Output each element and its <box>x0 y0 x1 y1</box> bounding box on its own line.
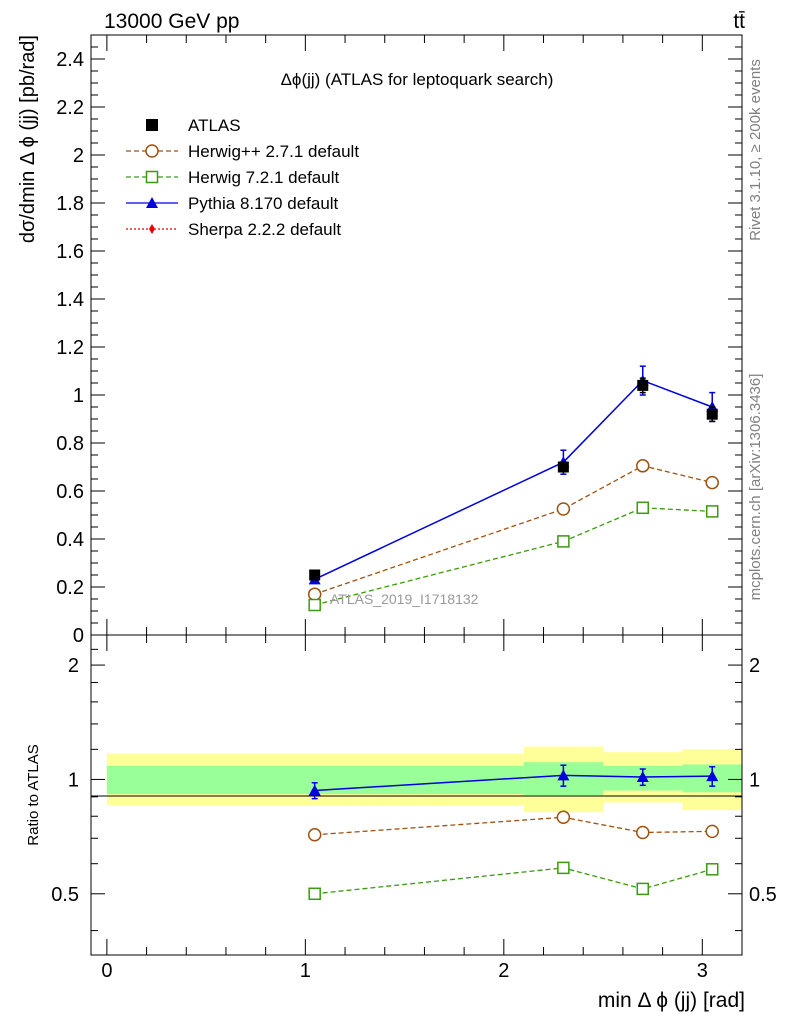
ratio-point-pythia <box>706 770 719 782</box>
line-herwigpp <box>314 465 713 595</box>
main-y-tick-label: 2.2 <box>56 97 84 119</box>
main-y-tick-label: 0 <box>73 625 84 647</box>
legend-label-pythia: Pythia 8.170 default <box>188 194 339 213</box>
ratio-point-herwigpp <box>636 825 650 840</box>
mcplots-label: mcplots.cern.ch [arXiv:1306.3436] <box>747 374 764 601</box>
main-y-tick-label: 0.2 <box>56 577 84 599</box>
ratio-plot-frame <box>90 634 743 956</box>
legend: ATLAS Herwig++ 2.7.1 default Herwig 7.2.1 … <box>126 116 359 239</box>
main-y-tick-label: 1 <box>73 385 84 407</box>
ratio-point-herwig7 <box>636 882 650 896</box>
legend-marker-atlas <box>146 119 158 131</box>
point-herwigpp <box>556 502 571 516</box>
series-atlas <box>309 377 718 581</box>
series-pythia <box>308 365 719 585</box>
series-herwig7 <box>308 501 719 612</box>
ratio-point-herwigpp <box>705 824 719 839</box>
series-herwigpp <box>307 459 719 601</box>
ratio-line-herwig7 <box>314 867 713 895</box>
legend-entry-sherpa: Sherpa 2.2.2 default <box>126 220 341 239</box>
ratio-plot-panel: 0.5 0.5 1 1 2 2 0 1 2 3 Ratio to ATLAS min Δ ϕ (j… <box>25 634 777 1012</box>
ratio-point-pythia <box>636 770 649 782</box>
ratio-y-tick-label-right: 0.5 <box>749 884 777 906</box>
ratio-point-pythia <box>557 769 570 781</box>
rivet-label: Rivet 3.1.10, ≥ 200k events <box>747 59 764 241</box>
ratio-point-herwig7 <box>705 863 719 876</box>
point-herwig7 <box>705 505 719 518</box>
legend-label-sherpa: Sherpa 2.2.2 default <box>188 220 341 239</box>
ratio-point-herwigpp <box>556 810 571 825</box>
point-herwigpp <box>705 475 719 490</box>
ratio-y-tick-label-right: 2 <box>749 655 760 677</box>
ratio-y-tick-label: 0.5 <box>51 884 79 906</box>
main-y-tick-label: 1.4 <box>56 289 84 311</box>
ratio-series-herwig7 <box>308 861 719 901</box>
legend-entry-pythia: Pythia 8.170 default <box>126 194 339 213</box>
legend-entry-herwigpp: Herwig++ 2.7.1 default <box>126 142 359 161</box>
x-tick-label: 1 <box>300 960 311 982</box>
ratio-point-herwig7 <box>308 887 321 901</box>
point-herwigpp <box>307 587 322 601</box>
process-label: tt̄ <box>733 10 745 33</box>
ratio-point-herwigpp <box>307 828 322 842</box>
ratio-point-herwig7 <box>557 861 570 875</box>
legend-label-herwigpp: Herwig++ 2.7.1 default <box>188 142 359 161</box>
energy-label: 13000 GeV pp <box>104 10 239 33</box>
line-pythia <box>314 379 713 580</box>
main-data-series <box>307 365 719 612</box>
main-y-tick-label: 0.6 <box>56 481 84 503</box>
main-y-tick-label: 0.8 <box>56 433 84 455</box>
main-y-tick-label: 1.2 <box>56 337 84 359</box>
main-y-axis-label: dσ/dmin Δ ϕ (jj) [pb/rad] <box>17 35 39 243</box>
ratio-series-pythia <box>308 764 719 800</box>
point-atlas <box>309 569 321 581</box>
ratio-y-tick-label: 1 <box>68 769 79 791</box>
ratio-line-herwigpp <box>314 816 713 836</box>
x-tick-label: 0 <box>101 960 112 982</box>
legend-entry-herwig7: Herwig 7.2.1 default <box>126 168 339 187</box>
ratio-y-tick-label-right: 1 <box>749 769 760 791</box>
point-atlas <box>557 461 569 473</box>
main-title: Δϕ(jj) (ATLAS for leptoquark search) <box>281 70 554 89</box>
main-axis-ticks: 0 0.2 0.4 0.6 0.8 1 1.2 1.4 1.6 1.8 2 2.2 2.4 <box>56 34 743 647</box>
main-y-tick-label: 0.4 <box>56 529 84 551</box>
legend-entry-atlas: ATLAS <box>146 116 241 135</box>
legend-label-atlas: ATLAS <box>188 116 241 135</box>
legend-marker-sherpa <box>149 224 155 234</box>
x-tick-label: 2 <box>498 960 509 982</box>
point-herwig7 <box>557 535 570 548</box>
legend-marker-herwigpp <box>145 144 159 158</box>
line-herwig7 <box>314 507 713 606</box>
point-atlas <box>637 379 649 391</box>
x-tick-label: 3 <box>697 960 708 982</box>
ratio-point-pythia <box>308 784 321 796</box>
ratio-data-series <box>307 764 719 901</box>
legend-label-herwig7: Herwig 7.2.1 default <box>188 168 339 187</box>
point-herwig7 <box>636 501 650 515</box>
ratio-axis-ticks: 0.5 0.5 1 1 2 2 0 1 2 3 <box>51 635 777 982</box>
main-y-tick-label: 1.8 <box>56 193 84 215</box>
ratio-series-herwigpp <box>307 810 719 842</box>
ratio-y-axis-label: Ratio to ATLAS <box>25 744 42 845</box>
watermark-label: ATLAS_2019_I1718132 <box>330 591 479 607</box>
main-y-tick-label: 2 <box>73 145 84 167</box>
x-axis-label: min Δ ϕ (jj) [rad] <box>598 989 745 1012</box>
main-y-tick-label: 2.4 <box>56 49 84 71</box>
ratio-y-tick-label: 2 <box>68 655 79 677</box>
main-y-tick-label: 1.6 <box>56 241 84 263</box>
point-herwigpp <box>636 459 650 473</box>
main-plot-panel: 0 0.2 0.4 0.6 0.8 1 1.2 1.4 1.6 1.8 2 2.2 2.4 Δϕ(jj)… <box>17 34 743 647</box>
legend-marker-herwig7 <box>145 170 159 184</box>
ratio-line-pythia <box>314 774 713 792</box>
legend-marker-pythia <box>146 197 158 208</box>
point-herwig7 <box>308 598 321 612</box>
point-atlas <box>706 408 718 420</box>
